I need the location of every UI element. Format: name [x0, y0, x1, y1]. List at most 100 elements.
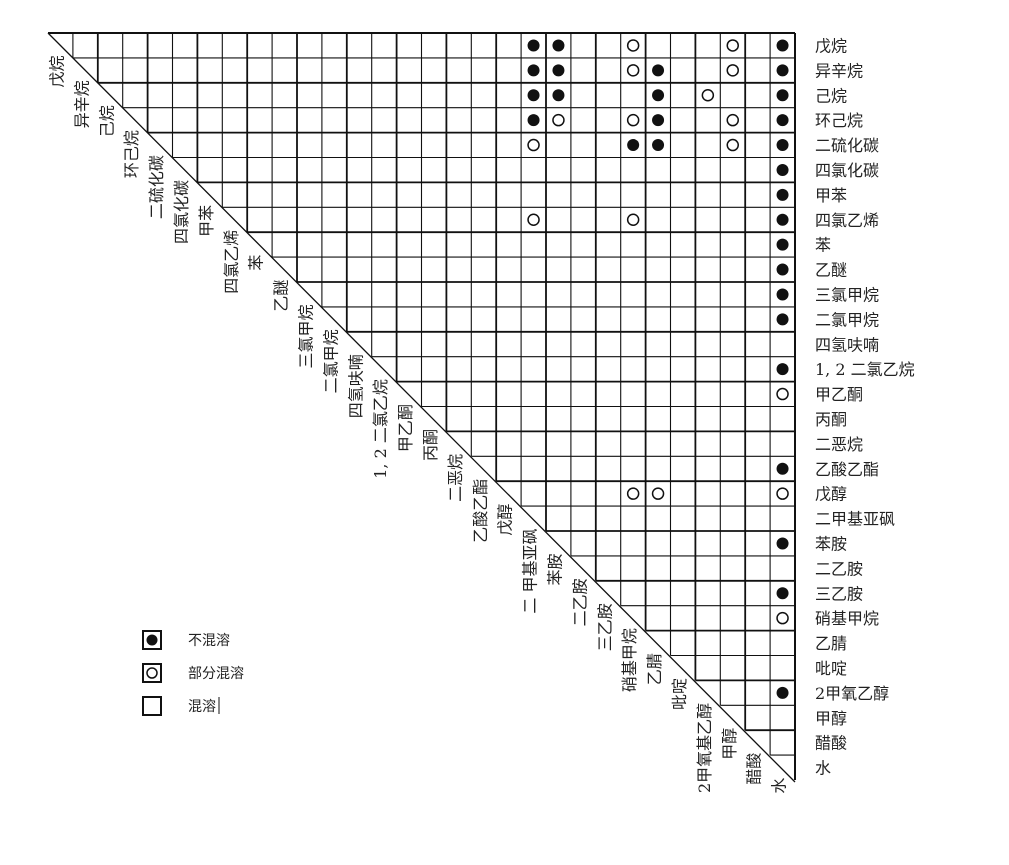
column-label: 四氯化碳	[172, 180, 191, 244]
partial-dot	[776, 487, 789, 500]
immiscible-dot	[552, 39, 565, 52]
immiscible-dot	[652, 114, 665, 127]
partial-dot	[626, 113, 640, 127]
immiscible-dot	[776, 263, 789, 276]
column-label: 甲苯	[197, 205, 216, 237]
immiscible-dot	[776, 363, 789, 376]
row-label: 硝基甲烷	[815, 609, 879, 628]
partial-dot	[726, 138, 739, 152]
row-label: 丙酮	[815, 410, 847, 429]
row-label: 戊醇	[815, 485, 847, 504]
column-label: 甲醇	[720, 728, 739, 760]
immiscible-dot	[776, 213, 789, 226]
cell-marks	[527, 39, 789, 699]
column-label: 戊醇	[496, 504, 515, 536]
legend-label: 混溶	[188, 699, 216, 715]
column-label: 苯	[247, 255, 266, 271]
immiscible-dot	[776, 89, 789, 102]
immiscible-dot	[652, 64, 665, 77]
partial-dot	[626, 39, 640, 52]
partial-dot	[527, 213, 540, 226]
row-label: 戊烷	[815, 36, 847, 55]
column-label: 乙酸乙酯	[471, 479, 490, 543]
column-label: 醋酸	[745, 753, 764, 785]
immiscible-dot	[776, 139, 789, 152]
column-label: 水	[770, 778, 789, 794]
column-label: 丙酮	[421, 429, 440, 461]
partial-dot	[726, 39, 739, 52]
row-label: 乙酸乙酯	[815, 460, 879, 479]
row-label: 吡啶	[815, 659, 847, 678]
row-label: 己烷	[815, 86, 847, 105]
row-label: 四氯化碳	[815, 161, 879, 180]
immiscible-dot	[552, 64, 565, 77]
grid	[47, 32, 796, 783]
column-label: 二恶烷	[446, 454, 465, 502]
row-label: 环己烷	[815, 111, 863, 130]
row-label: 二硫化碳	[815, 136, 879, 155]
immiscible-dot	[776, 188, 789, 201]
row-label: 二氯甲烷	[815, 310, 879, 329]
immiscible-dot	[776, 587, 789, 600]
immiscible-dot	[776, 238, 789, 251]
immiscible-dot	[552, 89, 565, 102]
column-label: 己烷	[97, 105, 116, 137]
immiscible-dot	[776, 686, 789, 699]
immiscible-dot	[527, 89, 540, 102]
row-label: 甲醇	[815, 709, 847, 728]
immiscible-dot	[776, 537, 789, 550]
legend-item-partial: 部分混溶	[142, 663, 244, 683]
column-label: 苯胺	[545, 553, 564, 585]
legend-box	[142, 696, 162, 716]
column-label: 戊烷	[47, 55, 66, 87]
partial-dot	[776, 387, 789, 401]
row-label: 二乙胺	[815, 559, 863, 578]
row-label: 四氢呋喃	[815, 335, 879, 354]
column-label: 三氯甲烷	[296, 304, 315, 368]
row-label: 苯胺	[815, 534, 847, 553]
column-label: 二氯甲烷	[321, 329, 340, 393]
immiscible-dot	[776, 462, 789, 475]
immiscible-dot	[776, 39, 789, 52]
row-label: 1, 2 二氯乙烷	[815, 360, 915, 379]
row-label: 2甲氧乙醇	[815, 684, 889, 703]
legend-item-miscible: 混溶	[142, 696, 220, 716]
column-label: 四氯乙烯	[222, 230, 241, 294]
legend-item-immiscible: 不混溶	[142, 630, 230, 650]
column-label: 吡啶	[670, 678, 689, 710]
column-label: 三乙胺	[595, 603, 614, 651]
immiscible-dot	[527, 64, 540, 77]
row-label: 二甲基亚砜	[815, 510, 895, 529]
legend-label: 不混溶	[188, 633, 230, 649]
immiscible-dot	[776, 313, 789, 326]
partial-dot	[552, 113, 565, 127]
row-label: 甲乙酮	[815, 385, 863, 404]
immiscible-dot	[776, 288, 789, 301]
partial-dot	[776, 611, 789, 625]
partial-dot	[726, 113, 739, 127]
legend-label: 部分混溶	[188, 666, 244, 682]
column-label: 异辛烷	[72, 80, 91, 128]
column-label: 1, 2 二氯乙烷	[371, 379, 390, 479]
immiscible-dot	[527, 114, 540, 127]
immiscible-dot	[776, 64, 789, 77]
column-label: 二硫化碳	[147, 155, 166, 219]
row-label: 四氯乙烯	[815, 211, 879, 230]
partial-dot	[626, 487, 640, 500]
row-label: 乙醚	[815, 261, 847, 280]
row-label: 甲苯	[815, 186, 847, 205]
partial-dot	[726, 64, 739, 77]
immiscible-dot	[652, 89, 665, 102]
partial-dot	[651, 487, 665, 500]
row-label: 水	[815, 759, 831, 778]
immiscible-dot	[776, 114, 789, 127]
partial-dot	[626, 213, 640, 226]
diagonal-line	[47, 32, 796, 783]
immiscible-dot	[527, 39, 540, 52]
partial-dot	[527, 138, 540, 152]
immiscible-dot	[146, 634, 158, 646]
column-label: 二乙胺	[570, 578, 589, 626]
immiscible-dot	[627, 139, 640, 152]
